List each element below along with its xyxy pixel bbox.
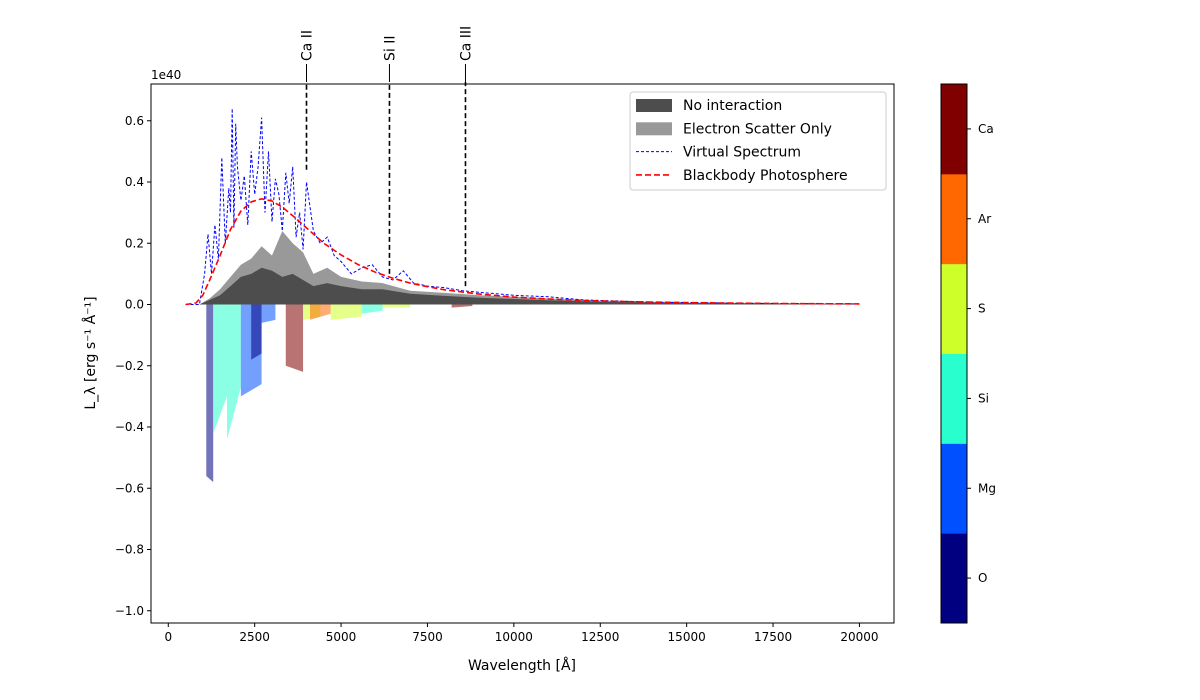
- absorption-band-o: [206, 304, 214, 483]
- legend-box: [629, 91, 887, 191]
- x-tick-label: 5000: [326, 630, 357, 644]
- x-tick-label: 10000: [495, 630, 533, 644]
- spectrum-lines: [185, 108, 860, 306]
- legend-swatch: [636, 99, 672, 112]
- marker-si-ii: Si II: [382, 36, 398, 274]
- absorption-band-ca: [451, 304, 473, 308]
- x-tick-label: 17500: [754, 630, 792, 644]
- y-tick-label: 0.4: [125, 175, 144, 189]
- y-tick-label: −0.2: [115, 359, 144, 373]
- y-tick-label: 0.0: [125, 298, 144, 312]
- colorbar-label: O: [978, 571, 987, 585]
- axes: 0 2500 5000 7500 10000 12500 15000 17500 20000 −1…: [115, 114, 879, 644]
- colorbar-segment-mg: [941, 443, 967, 534]
- absorption-contributions: [206, 304, 473, 483]
- colorbar-segment-ca: [941, 84, 967, 175]
- y-tick-label: −0.6: [115, 481, 144, 495]
- colorbar-label: S: [978, 302, 986, 316]
- plot-frame: [150, 83, 895, 624]
- line-markers: Ca II Si II Ca III: [300, 26, 474, 287]
- absorption-band-o: [251, 304, 262, 360]
- x-tick-label: 7500: [412, 630, 443, 644]
- marker-ca-ii: Ca II: [300, 30, 316, 170]
- y-axis-label: L_λ [erg s⁻¹ Å⁻¹]: [82, 296, 99, 409]
- x-tick-label: 2500: [239, 630, 270, 644]
- electron-scatter-area: [199, 231, 860, 305]
- y-tick-label: 0.2: [125, 236, 144, 250]
- absorption-band-ca: [285, 304, 304, 372]
- x-axis-label: Wavelength [Å]: [468, 657, 576, 674]
- absorption-band-ar: [309, 304, 331, 320]
- absorption-band-si: [213, 304, 228, 434]
- legend-label: Virtual Spectrum: [683, 145, 801, 161]
- absorption-band-si: [361, 304, 383, 314]
- absorption-band-s: [382, 304, 411, 308]
- legend-label: Electron Scatter Only: [683, 121, 832, 137]
- x-tick-label: 15000: [668, 630, 706, 644]
- colorbar-label: Ca: [978, 122, 994, 136]
- element-colorbar: O Mg Si S Ar Ca: [940, 83, 996, 624]
- legend-swatch: [636, 122, 672, 136]
- y-offset-label: 1e40: [151, 68, 181, 82]
- y-tick-label: −1.0: [115, 604, 144, 618]
- marker-ca-iii: Ca III: [458, 26, 474, 287]
- colorbar-segment-s: [941, 263, 967, 354]
- legend-label: Blackbody Photosphere: [683, 168, 848, 184]
- absorption-band-s: [330, 304, 362, 320]
- x-tick-label: 20000: [840, 630, 878, 644]
- virtual-spectrum-line: [185, 108, 860, 305]
- x-tick-label: 12500: [581, 630, 619, 644]
- colorbar-segment-si: [941, 353, 967, 444]
- colorbar-label: Si: [978, 391, 989, 405]
- y-tick-label: 0.6: [125, 114, 144, 128]
- marker-label: Ca III: [458, 26, 474, 61]
- colorbar-segment-o: [941, 533, 967, 624]
- no-interaction-area: [199, 267, 860, 305]
- emission-contributions: [199, 231, 860, 305]
- marker-label: Si II: [382, 36, 398, 61]
- legend-label: No interaction: [683, 98, 782, 114]
- absorption-band-si: [227, 304, 241, 440]
- marker-label: Ca II: [300, 30, 316, 61]
- absorption-band-mg: [261, 304, 276, 323]
- colorbar-label: Mg: [978, 481, 996, 495]
- blackbody-photosphere-line: [185, 197, 860, 306]
- colorbar-label: Ar: [978, 212, 991, 226]
- x-tick-label: 0: [164, 630, 172, 644]
- y-tick-label: −0.4: [115, 420, 144, 434]
- colorbar-segment-ar: [941, 173, 967, 265]
- legend: No interaction Electron Scatter Only Virtu…: [629, 91, 887, 191]
- y-tick-label: −0.8: [115, 543, 144, 557]
- colorbar-frame: [940, 83, 968, 624]
